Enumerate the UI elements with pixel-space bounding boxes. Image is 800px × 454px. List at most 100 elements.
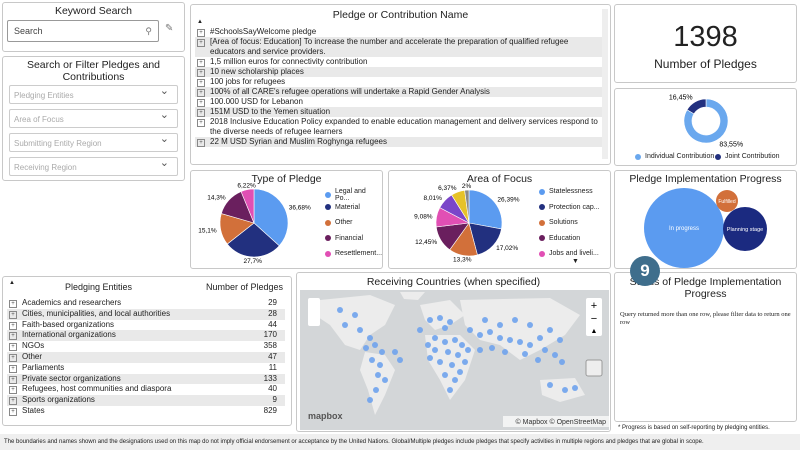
dropdown[interactable]: Submitting Entity Region [9,130,178,152]
legend-item: Legal and Po... [325,188,382,202]
expand-icon: + [9,353,17,362]
list-row[interactable]: +10 new scholarship places [195,67,605,77]
legend-swatch [635,153,641,160]
legend-item: Resettlement... [325,250,382,257]
list-row[interactable]: +1,5 million euros for connectivity cont… [195,57,605,67]
expand-icon: + [197,99,205,107]
legend-item: Material [325,204,360,211]
sort-indicator[interactable]: ▲ [197,19,203,25]
dropdown[interactable]: Pledging Entities [9,82,178,104]
expand-icon: + [9,321,17,330]
count-panel: 1398 Number of Pledges [614,4,797,83]
legend-item: Solutions [539,219,578,226]
count-label: Number of Pledges [654,57,757,71]
country-marker [447,387,453,393]
slice-label: 8,01% [423,195,442,202]
zoom-control[interactable] [586,298,602,336]
table-row: + Parliaments 11 [7,362,285,374]
country-marker [425,342,431,348]
query-message: Query returned more than one row, please… [620,311,791,326]
dropdown[interactable]: Area of Focus [9,106,178,128]
legend-label: Other [335,219,353,226]
map-tools[interactable] [308,298,320,326]
list-row[interactable]: + [Area of focus: Education] To increase … [195,37,605,57]
table-row: + Refugees, host communities and diaspora… [7,384,285,396]
list-row[interactable]: +100 jobs for refugees [195,77,605,87]
status-panel: Status of Pledge Implementation Progress… [614,272,797,422]
expand-icon: + [197,69,205,77]
country-marker [377,362,383,368]
panel-title: Pledge or Contribution Name [332,9,469,21]
country-marker [442,372,448,378]
pie-chart: 26,39% 17,02% 13,3% 12,45% 9,08% 8,01% 6,37% 2% [414,183,520,263]
country-marker [537,335,543,341]
list-row[interactable]: +2018 Inclusive Education Policy expande… [195,117,605,137]
bubble-label: Planning stage [727,227,763,233]
entity-name: NGOs [22,341,45,351]
eraser-icon[interactable]: ✎ [165,23,174,34]
zoom-in[interactable]: + [591,300,597,312]
entity-name: Other [22,351,43,361]
slice-label: 36,68% [289,205,311,212]
expand-icon: + [197,59,205,67]
list-row[interactable]: + #SchoolsSayWelcome pledge [195,27,605,37]
legend-item: Jobs and liveli... [539,250,599,257]
table-row: + States 829 [7,405,285,417]
list-row[interactable]: +151M USD to the Yemen situation [195,107,605,117]
panel-title: Search or Filter Pledges and Contributio… [26,59,161,83]
panel-title: Type of Pledge [251,173,322,185]
pledge-list-panel: Pledge or Contribution Name ▲ + #SchoolsS… [190,4,611,165]
badge: 9 [630,256,660,286]
map[interactable]: + − ▲ mapbox © Mapbox © OpenStreetMap [300,290,609,430]
search-icon[interactable]: ⚲ [145,26,152,36]
country-marker [517,339,523,345]
sort-indicator[interactable]: ▲ [9,280,15,286]
zoom-out[interactable]: − [591,313,597,325]
slice-label: 27,7% [244,258,263,265]
country-marker [572,385,578,391]
focus-panel: Area of Focus 26,39% 17,02% 13,3% 12,45% 9,0… [388,170,611,269]
pie-slice [464,189,470,224]
country-marker [465,347,471,353]
legend-item: Education [539,235,580,242]
compass[interactable]: ▲ [591,328,598,335]
entity-name: International organizations [22,330,116,340]
country-marker [522,351,528,357]
type-panel: Type of Pledge 36,68% 27,7% 15,1% 14,3% 6,22… [190,170,383,269]
pie-slice [683,98,729,144]
country-marker [559,359,565,365]
legend-label: Individual Contribution [645,153,715,160]
scrollbar[interactable] [602,9,608,159]
table-row: + Cities, municipalities, and local autho… [7,308,285,320]
map-attribution[interactable]: © Mapbox © OpenStreetMap [516,418,607,426]
dropdown[interactable]: Receiving Region [9,154,178,176]
search-input[interactable]: Search ⚲ [7,20,159,42]
entity-count: 40 [268,384,277,394]
list-row[interactable]: +100.000 USD for Lebanon [195,97,605,107]
table-row: + NGOs 358 [7,341,285,352]
table-row: + Academics and researchers 29 [7,298,285,309]
pie-slice [468,189,503,230]
pie-slice [686,98,707,115]
legend-scroll[interactable]: ▼ [572,258,579,265]
country-marker [489,345,495,351]
expand-icon: + [197,139,205,147]
country-marker [457,369,463,375]
entities-panel: ▲ Pledging Entities Number of Pledges + A… [2,276,292,426]
legend-label: Education [549,234,581,242]
land [315,292,585,415]
legend-swatch [715,153,721,160]
reset-button[interactable] [585,359,603,377]
country-marker [392,349,398,355]
country-marker [477,347,483,353]
country-marker [379,349,385,355]
country-marker [497,335,503,341]
expand-icon: + [197,89,205,97]
panel-title: Pledge Implementation Progress [629,173,782,185]
country-marker [432,335,438,341]
list-item: 22 M USD Syrian and Muslim Roghynga refu… [210,137,387,146]
list-row[interactable]: +22 M USD Syrian and Muslim Roghynga ref… [195,137,605,147]
list-row[interactable]: +100% of all CARE's refugee operations w… [195,87,605,97]
footnote: * Progress is based on self-reporting by… [618,425,770,431]
country-marker [427,355,433,361]
